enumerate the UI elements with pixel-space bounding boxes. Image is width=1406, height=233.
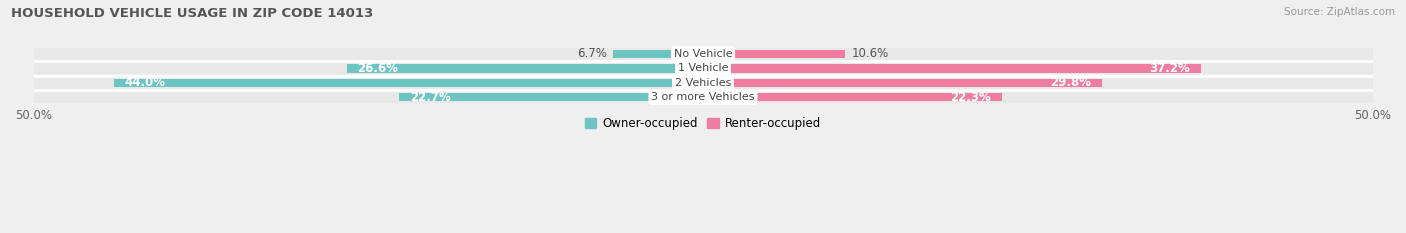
Bar [399, 93, 703, 101]
Text: 1 Vehicle: 1 Vehicle [678, 63, 728, 73]
Bar [703, 79, 1102, 87]
Text: 37.2%: 37.2% [1150, 62, 1191, 75]
Bar [703, 64, 1201, 72]
Bar [347, 64, 703, 72]
Bar [34, 91, 1372, 103]
Text: 10.6%: 10.6% [852, 48, 889, 60]
Bar [703, 50, 845, 58]
Text: Source: ZipAtlas.com: Source: ZipAtlas.com [1284, 7, 1395, 17]
Bar [34, 77, 1372, 89]
Text: 44.0%: 44.0% [125, 76, 166, 89]
Text: 22.7%: 22.7% [409, 91, 450, 104]
Text: HOUSEHOLD VEHICLE USAGE IN ZIP CODE 14013: HOUSEHOLD VEHICLE USAGE IN ZIP CODE 1401… [11, 7, 374, 20]
Bar [114, 79, 703, 87]
Text: No Vehicle: No Vehicle [673, 49, 733, 59]
Bar [703, 93, 1001, 101]
Text: 3 or more Vehicles: 3 or more Vehicles [651, 92, 755, 102]
Bar [613, 50, 703, 58]
Bar [34, 48, 1372, 60]
Legend: Owner-occupied, Renter-occupied: Owner-occupied, Renter-occupied [579, 113, 827, 135]
Text: 29.8%: 29.8% [1050, 76, 1091, 89]
Bar [34, 62, 1372, 74]
Text: 26.6%: 26.6% [357, 62, 398, 75]
Text: 22.3%: 22.3% [950, 91, 991, 104]
Text: 6.7%: 6.7% [576, 48, 606, 60]
Text: 2 Vehicles: 2 Vehicles [675, 78, 731, 88]
